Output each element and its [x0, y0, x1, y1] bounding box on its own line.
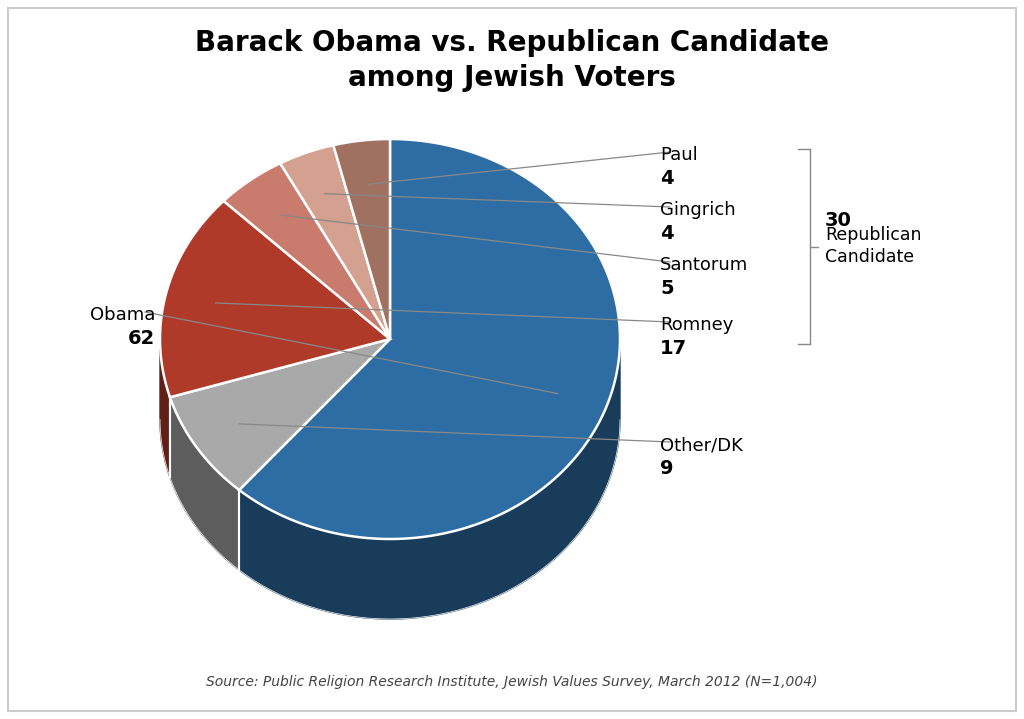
Text: Santorum: Santorum — [660, 256, 749, 274]
Text: Barack Obama vs. Republican Candidate
among Jewish Voters: Barack Obama vs. Republican Candidate am… — [195, 29, 829, 91]
Text: 4: 4 — [660, 169, 674, 188]
Text: 4: 4 — [660, 224, 674, 243]
Text: 5: 5 — [660, 279, 674, 298]
Text: Paul: Paul — [660, 146, 697, 164]
Polygon shape — [160, 201, 390, 397]
Polygon shape — [160, 339, 170, 477]
Text: Gingrich: Gingrich — [660, 201, 735, 219]
Text: Source: Public Religion Research Institute, Jewish Values Survey, March 2012 (N=: Source: Public Religion Research Institu… — [206, 675, 818, 689]
Text: Republican
Candidate: Republican Candidate — [825, 226, 922, 267]
Polygon shape — [223, 163, 390, 339]
Polygon shape — [170, 339, 390, 490]
Text: 30: 30 — [825, 211, 852, 231]
Polygon shape — [334, 139, 390, 339]
Text: 17: 17 — [660, 339, 687, 358]
Polygon shape — [240, 339, 620, 619]
Polygon shape — [240, 139, 620, 539]
Polygon shape — [170, 397, 240, 570]
Text: Romney: Romney — [660, 316, 733, 334]
Text: Obama: Obama — [90, 306, 155, 324]
Text: 9: 9 — [660, 459, 674, 478]
Polygon shape — [281, 145, 390, 339]
Text: 62: 62 — [128, 329, 155, 348]
Text: Other/DK: Other/DK — [660, 436, 742, 454]
